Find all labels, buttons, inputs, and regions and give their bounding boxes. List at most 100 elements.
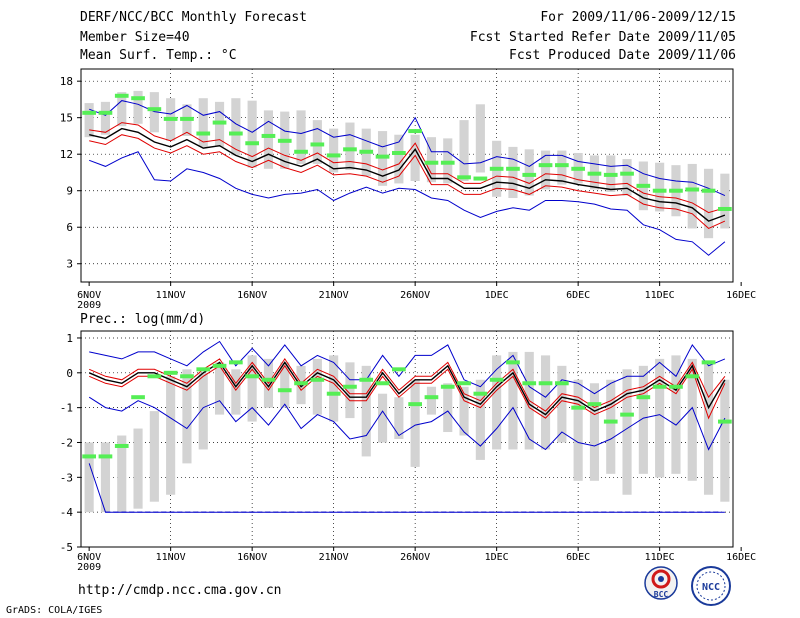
observed-marker xyxy=(180,116,194,121)
observed-marker xyxy=(163,370,178,375)
observed-marker xyxy=(571,405,585,410)
observed-marker xyxy=(212,120,227,125)
observed-marker xyxy=(98,110,113,115)
observed-marker xyxy=(82,454,96,459)
observed-marker xyxy=(457,175,471,180)
ensemble-box xyxy=(296,110,306,164)
ensemble-box xyxy=(231,98,241,156)
series-line-mean-plus xyxy=(89,122,726,214)
observed-marker xyxy=(131,96,145,101)
plot-frame xyxy=(80,68,734,283)
ensemble-box xyxy=(182,369,192,464)
footer-url[interactable]: http://cmdp.ncc.cma.gov.cn xyxy=(78,583,282,598)
observed-marker xyxy=(245,374,259,379)
observed-marker xyxy=(229,360,243,365)
ncc-logo: NCC xyxy=(691,566,731,606)
series-line-min xyxy=(89,151,726,256)
observed-marker xyxy=(555,163,569,168)
ensemble-box xyxy=(557,150,567,185)
ensemble-box xyxy=(475,104,485,173)
ensemble-box xyxy=(655,358,665,478)
observed-marker xyxy=(506,360,520,365)
observed-marker xyxy=(82,110,96,115)
observed-marker xyxy=(440,160,455,165)
observed-marker xyxy=(620,412,634,417)
observed-marker xyxy=(555,381,569,386)
ensemble-box xyxy=(410,379,420,467)
observed-marker xyxy=(408,402,422,407)
observed-marker xyxy=(375,381,390,386)
x-tick-label: 6DEC xyxy=(566,552,590,563)
variable-label: Mean Surf. Temp.: °C xyxy=(80,48,237,63)
ensemble-box xyxy=(508,351,518,450)
ensemble-box xyxy=(345,122,355,171)
series-line-mean xyxy=(88,361,726,416)
ensemble-box xyxy=(231,369,241,415)
y-tick-label: 12 xyxy=(60,148,73,161)
series-line-lower xyxy=(88,463,725,513)
x-tick-label: 1DEC xyxy=(485,552,509,563)
x-tick-label: 21NOV xyxy=(319,290,349,301)
x-tick-label: 11NOV xyxy=(156,552,186,563)
x-tick-label: 16NOV xyxy=(237,290,267,301)
observed-marker xyxy=(229,131,243,136)
ensemble-box xyxy=(394,134,404,184)
observed-marker xyxy=(652,188,667,193)
y-tick-label: -4 xyxy=(60,506,74,519)
observed-marker xyxy=(587,171,602,176)
y-tick-label: -2 xyxy=(60,436,73,449)
observed-marker xyxy=(718,419,732,424)
observed-marker xyxy=(310,142,325,147)
ensemble-box xyxy=(280,362,290,408)
observed-marker xyxy=(424,160,439,165)
x-tick-label: 11DEC xyxy=(645,290,675,301)
ensemble-box xyxy=(606,379,616,474)
produced-date: Fcst Produced Date 2009/11/06 xyxy=(509,48,736,63)
ensemble-box xyxy=(329,355,339,422)
ensemble-box xyxy=(410,134,420,181)
ensemble-box xyxy=(638,365,648,474)
observed-marker xyxy=(392,150,406,155)
ensemble-box xyxy=(573,379,583,481)
observed-marker xyxy=(147,374,162,379)
x-tick-label: 6NOV xyxy=(77,290,101,301)
ensemble-box xyxy=(117,92,127,127)
y-tick-label: -1 xyxy=(60,402,73,415)
observed-marker xyxy=(310,377,325,382)
observed-marker xyxy=(392,367,406,372)
ensemble-box xyxy=(720,173,730,229)
ensemble-box xyxy=(703,362,714,495)
y-tick-label: 9 xyxy=(66,185,73,198)
ensemble-box xyxy=(133,428,143,509)
ensemble-box xyxy=(198,372,208,450)
observed-marker xyxy=(359,377,374,382)
x-tick-label: 11DEC xyxy=(645,552,675,563)
ensemble-box xyxy=(589,383,600,481)
observed-marker xyxy=(408,129,422,134)
ensemble-box xyxy=(377,393,388,443)
ensemble-box xyxy=(720,379,730,502)
x-tick-label: 21NOV xyxy=(319,552,349,563)
y-tick-label: -3 xyxy=(60,471,73,484)
ensemble-box xyxy=(312,358,322,415)
observed-marker xyxy=(473,391,488,396)
ensemble-box xyxy=(540,150,551,190)
y-tick-label: 15 xyxy=(60,112,73,125)
y-tick-label: 6 xyxy=(66,221,73,234)
ensemble-box xyxy=(655,162,665,212)
ensemble-box xyxy=(557,365,567,443)
ensemble-box xyxy=(329,128,339,173)
x-tick-label: 26NOV xyxy=(400,290,430,301)
observed-marker xyxy=(277,138,292,143)
ensemble-box xyxy=(540,355,551,450)
temperature-panel: 6NOV 11NOV 16NOV 21NOV 26NOV 1DEC 6DEC 11DEC 16D… xyxy=(60,68,756,311)
observed-marker xyxy=(375,154,390,159)
observed-marker xyxy=(114,443,129,448)
series-line-mean-minus xyxy=(89,134,726,229)
y-tick-label: 3 xyxy=(66,258,73,271)
observed-marker xyxy=(587,402,602,407)
ensemble-box xyxy=(149,411,159,502)
observed-marker xyxy=(685,374,700,379)
observed-marker xyxy=(603,172,618,177)
observed-marker xyxy=(522,172,537,177)
